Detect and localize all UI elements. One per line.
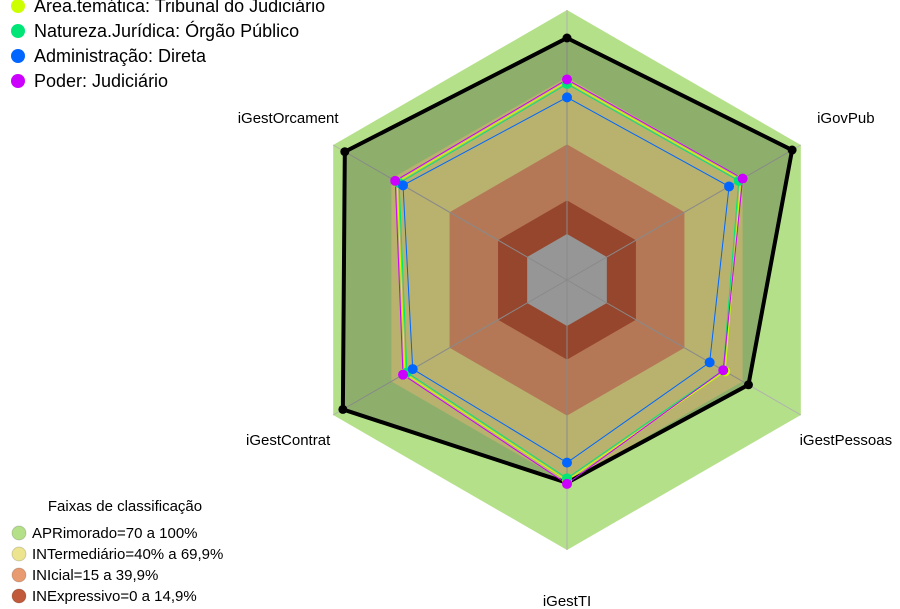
spoke <box>566 144 802 281</box>
spoke <box>332 279 568 416</box>
legend-label: Administração: Direta <box>34 46 207 66</box>
legend-marker <box>11 24 25 38</box>
band-label: INTermediário=40% a 69,9% <box>32 546 223 563</box>
data-point <box>390 175 401 186</box>
data-point <box>562 74 572 85</box>
legend-label: Natureza.Jurídica: Órgão Público <box>34 20 299 41</box>
data-point <box>398 180 409 191</box>
legend-marker <box>11 74 25 88</box>
band-swatch <box>11 567 27 583</box>
band-swatch <box>11 546 27 562</box>
band-label: APRimorado=70 a 100% <box>32 525 198 542</box>
data-point <box>787 145 797 155</box>
spoke <box>332 144 568 281</box>
spoke <box>566 279 802 416</box>
band-swatch <box>11 588 27 604</box>
data-point <box>562 478 572 489</box>
band-label: INExpressivo=0 a 14,9% <box>32 588 197 605</box>
data-point <box>338 404 348 414</box>
data-point <box>724 181 735 192</box>
axis-label: iGovPub <box>817 110 875 127</box>
bands-title: Faixas de classificação <box>48 498 202 515</box>
legend-label: Área.temática: Tribunal do Judiciário <box>34 0 325 16</box>
data-point <box>562 33 572 43</box>
band-label: INIcial=15 a 39,9% <box>32 567 158 584</box>
axis-label: iGestContrat <box>246 432 331 449</box>
data-point <box>340 147 350 157</box>
data-point <box>398 369 409 380</box>
data-point <box>718 365 729 376</box>
axis-label: iGestOrcament <box>238 110 340 127</box>
data-point <box>562 457 572 468</box>
legend-label: Poder: Judiciário <box>34 71 168 91</box>
legend-marker <box>11 0 25 13</box>
data-point <box>562 92 572 103</box>
data-point <box>407 364 418 375</box>
legend-marker <box>11 49 25 63</box>
data-point <box>737 173 748 184</box>
data-point <box>743 380 753 390</box>
axis-label: iGestPessoas <box>800 432 893 449</box>
band-swatch <box>11 525 27 541</box>
axis-label: iGestTI <box>543 593 591 609</box>
data-point <box>704 357 715 368</box>
